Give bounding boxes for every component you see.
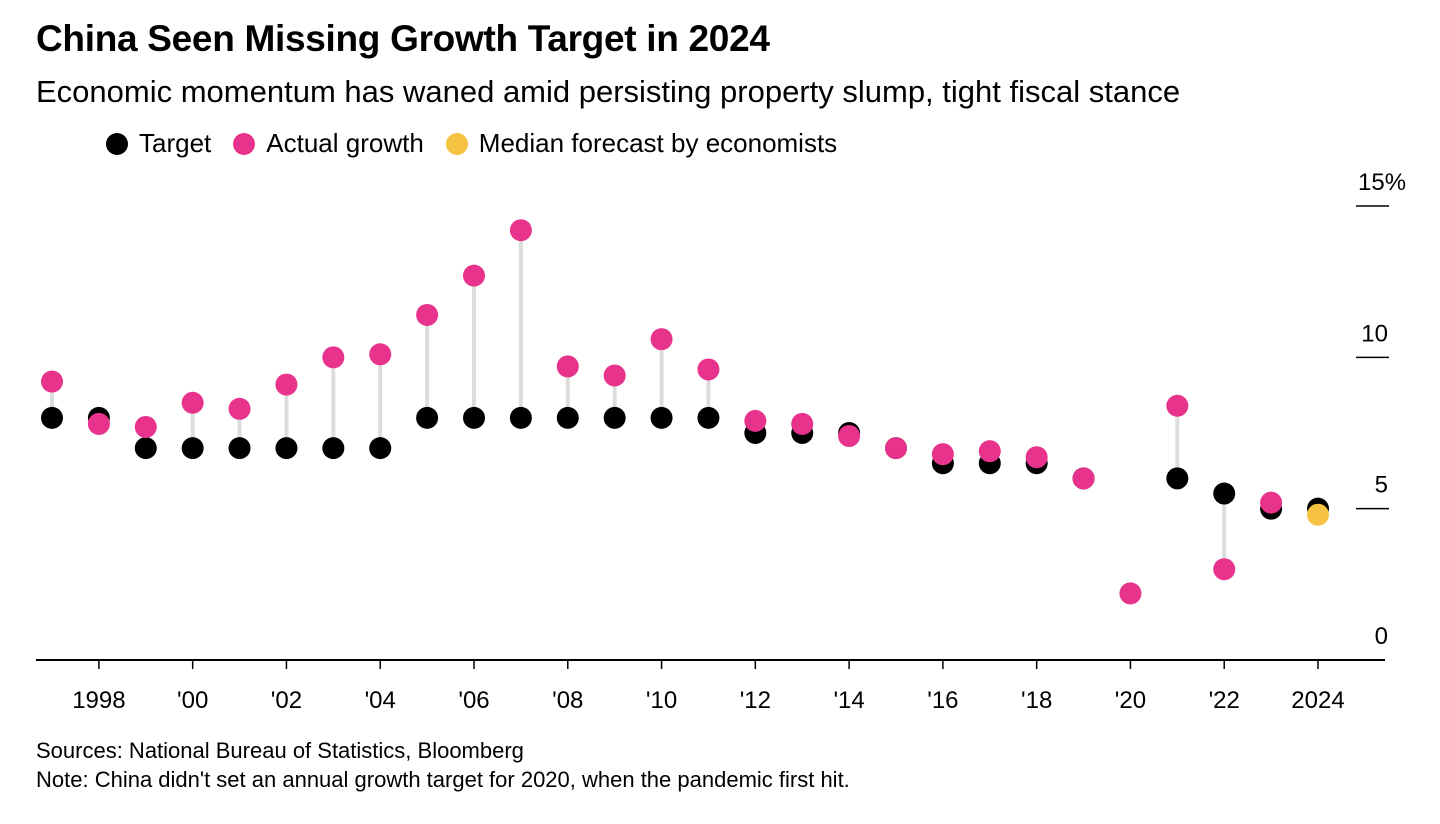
target-point-2021 [1166, 467, 1189, 490]
target-point-2022 [1213, 482, 1236, 505]
actual-point-2009 [603, 364, 626, 387]
actual-point-2020 [1119, 582, 1142, 605]
actual-point-2017 [978, 440, 1001, 463]
target-point-2005 [416, 406, 439, 429]
actual-point-2008 [556, 355, 579, 378]
x-tick-label-2014: '14 [833, 687, 864, 714]
legend-dot-forecast [445, 132, 468, 155]
target-point-2003 [322, 437, 345, 460]
actual-point-2000 [181, 391, 204, 414]
footnote: Note: China didn't set an annual growth … [36, 767, 850, 792]
target-point-2008 [556, 406, 579, 429]
y-tick-label-0: 0 [1375, 623, 1388, 650]
actual-point-2016 [931, 443, 954, 466]
actual-point-2014 [838, 425, 861, 448]
actual-point-2002 [275, 373, 298, 396]
x-tick-label-2020: '20 [1115, 687, 1146, 714]
target-point-2004 [369, 437, 392, 460]
actual-point-2018 [1025, 446, 1048, 469]
target-point-1999 [134, 437, 157, 460]
legend-item-forecast: Median forecast by economists [445, 128, 838, 159]
legend-dot-actual [233, 132, 256, 155]
x-tick-label-2004: '04 [365, 687, 396, 714]
actual-point-2010 [650, 328, 673, 351]
legend-item-target: Target [106, 128, 211, 159]
actual-point-2006 [463, 264, 485, 287]
actual-point-2004 [369, 343, 392, 366]
x-tick-label-2008: '08 [552, 687, 583, 714]
target-point-2010 [650, 406, 673, 429]
x-tick-label-2024: 2024 [1291, 687, 1344, 714]
x-tick-label-2022: '22 [1209, 687, 1240, 714]
actual-point-2005 [416, 303, 439, 326]
legend-dot-target [106, 132, 128, 155]
x-tick-label-2006: '06 [458, 687, 489, 714]
x-tick-label-2018: '18 [1021, 687, 1052, 714]
actual-point-2023 [1260, 491, 1283, 514]
legend-item-actual: Actual growth [233, 128, 424, 159]
x-tick-label-2010: '10 [646, 687, 677, 714]
actual-point-2022 [1213, 558, 1236, 581]
x-tick-label-2016: '16 [927, 687, 958, 714]
actual-point-2013 [791, 412, 814, 435]
legend-label-target: Target [139, 128, 212, 158]
target-point-2007 [509, 406, 532, 429]
actual-point-2015 [885, 437, 907, 460]
actual-point-2021 [1166, 394, 1189, 417]
forecast-point-2024 [1307, 503, 1329, 526]
legend-label-forecast: Median forecast by economists [478, 128, 838, 158]
target-point-2000 [181, 437, 204, 460]
actual-point-2012 [744, 409, 767, 432]
sources-note: Sources: National Bureau of Statistics, … [36, 738, 524, 763]
legend-label-actual: Actual growth [266, 128, 424, 158]
actual-point-2007 [509, 219, 532, 242]
target-point-2006 [463, 406, 485, 429]
actual-point-2001 [228, 397, 251, 420]
chart-subtitle: Economic momentum has waned amid persist… [36, 74, 1181, 109]
actual-point-2019 [1072, 467, 1095, 490]
x-tick-label-2000: '00 [177, 687, 208, 714]
x-tick-label-1998: 1998 [72, 687, 125, 714]
target-point-2001 [228, 437, 251, 460]
target-point-1997 [41, 406, 63, 429]
target-point-2002 [275, 437, 298, 460]
y-tick-label-10: 10 [1361, 320, 1388, 347]
actual-point-1998 [87, 412, 110, 435]
x-tick-label-2002: '02 [271, 687, 302, 714]
chart-title: China Seen Missing Growth Target in 2024 [36, 18, 770, 59]
y-tick-label-15: 15% [1358, 169, 1406, 196]
y-tick-label-5: 5 [1375, 472, 1388, 499]
actual-point-2003 [322, 346, 345, 369]
target-point-2011 [697, 406, 720, 429]
actual-point-1997 [41, 370, 63, 393]
actual-point-2011 [697, 358, 720, 381]
x-tick-label-2012: '12 [740, 687, 771, 714]
legend: Target Actual growth Median forecast by … [106, 128, 859, 159]
actual-point-1999 [134, 415, 157, 438]
target-point-2009 [603, 406, 626, 429]
